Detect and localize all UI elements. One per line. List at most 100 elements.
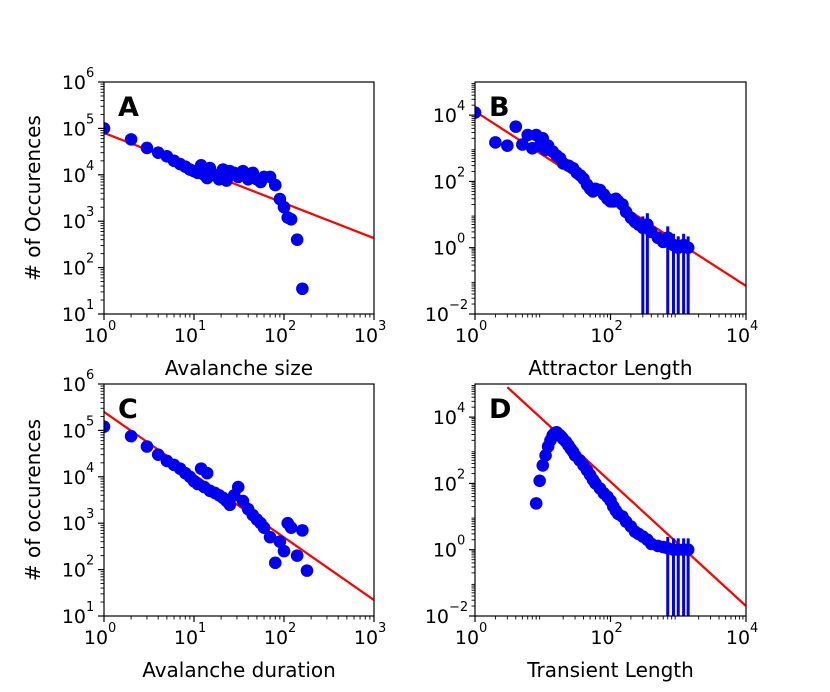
- x-tick-label: 10: [264, 325, 288, 347]
- x-axis-label: Transient Length: [526, 658, 694, 682]
- data-point: [475, 106, 482, 119]
- fit-line: [104, 411, 374, 602]
- y-tick-label: 10: [433, 407, 457, 429]
- x-tick-exponent: 1: [198, 319, 206, 334]
- data-point: [104, 420, 111, 434]
- data-point: [296, 282, 309, 296]
- y-axis-label: # of occurences: [21, 419, 45, 581]
- plot-area: [475, 106, 746, 314]
- x-tick-exponent: 3: [378, 319, 386, 334]
- data-point: [536, 459, 550, 472]
- y-tick-exponent: 4: [86, 461, 94, 476]
- axes-frame: [103, 81, 375, 315]
- plot-area: [104, 411, 374, 602]
- x-tick-exponent: 2: [288, 319, 296, 334]
- y-axis-label: # of Occurences: [21, 115, 45, 281]
- data-point: [284, 212, 298, 226]
- data-point: [273, 535, 287, 548]
- data-point: [220, 174, 233, 187]
- y-tick-exponent: 0: [457, 534, 465, 549]
- y-tick-exponent: 4: [457, 401, 465, 416]
- x-tick-exponent: 0: [108, 621, 116, 636]
- y-tick-label: 10: [62, 513, 86, 535]
- y-tick-label: 10: [425, 606, 449, 628]
- y-tick-exponent: 1: [86, 600, 94, 615]
- data-point: [200, 466, 214, 480]
- x-tick-exponent: 4: [750, 621, 758, 636]
- data-point: [140, 141, 154, 155]
- y-tick-label: 10: [433, 171, 457, 193]
- panel-letter: C: [118, 394, 138, 425]
- data-point: [516, 138, 529, 151]
- y-tick-exponent: 3: [86, 205, 94, 220]
- x-tick-exponent: 3: [378, 621, 386, 636]
- data-point: [501, 139, 514, 152]
- y-tick-label: 10: [62, 374, 86, 396]
- y-tick-exponent: 4: [86, 159, 94, 174]
- x-tick-label: 10: [590, 325, 614, 347]
- data-point: [268, 556, 282, 570]
- panel-letter: A: [118, 92, 139, 123]
- y-tick-label: 10: [62, 606, 86, 628]
- y-tick-exponent: −2: [449, 600, 468, 615]
- y-tick-label: 10: [62, 165, 86, 187]
- data-point: [529, 497, 543, 510]
- x-tick-label: 10: [84, 627, 108, 649]
- data-point: [277, 200, 291, 214]
- data-point: [124, 133, 138, 146]
- data-point: [277, 544, 291, 558]
- fit-line: [506, 386, 746, 607]
- panel-a: 10 0 10 1 10 2 10 310 110 210 310 410 510 6AAvalanche…: [21, 66, 386, 380]
- x-tick-exponent: 2: [615, 319, 623, 334]
- data-point: [257, 521, 271, 534]
- y-tick-label: 10: [62, 258, 86, 280]
- y-tick-exponent: 6: [86, 368, 94, 383]
- y-tick-label: 10: [62, 304, 86, 326]
- x-tick-label: 10: [264, 627, 288, 649]
- data-point: [681, 543, 695, 557]
- y-tick-exponent: 4: [457, 99, 465, 114]
- data-point: [489, 136, 502, 149]
- x-tick-label: 10: [174, 325, 198, 347]
- x-tick-exponent: 2: [288, 621, 296, 636]
- x-tick-label: 10: [174, 627, 198, 649]
- data-point: [124, 429, 138, 443]
- x-tick-label: 10: [455, 627, 479, 649]
- x-tick-label: 10: [455, 325, 479, 347]
- x-axis-label: Avalanche duration: [142, 658, 336, 682]
- data-point: [104, 122, 111, 135]
- y-tick-label: 10: [433, 105, 457, 127]
- data-point: [290, 549, 304, 562]
- x-tick-exponent: 1: [198, 621, 206, 636]
- y-tick-exponent: 5: [86, 414, 94, 429]
- x-axis-label: Attractor Length: [528, 356, 692, 380]
- data-point: [533, 474, 546, 488]
- y-tick-exponent: −2: [449, 298, 468, 313]
- data-point: [284, 521, 298, 534]
- y-tick-label: 10: [433, 540, 457, 562]
- y-tick-label: 10: [62, 72, 86, 94]
- y-tick-label: 10: [433, 238, 457, 260]
- data-point: [681, 241, 695, 255]
- y-tick-label: 10: [62, 211, 86, 233]
- data-point: [300, 564, 314, 577]
- x-tick-label: 10: [726, 325, 750, 347]
- plot-area: [506, 386, 746, 616]
- panel-letter: D: [489, 394, 511, 425]
- x-tick-exponent: 2: [615, 621, 623, 636]
- x-tick-exponent: 0: [108, 319, 116, 334]
- y-tick-exponent: 2: [457, 467, 465, 482]
- data-point: [290, 233, 304, 246]
- x-tick-label: 10: [354, 325, 378, 347]
- y-tick-exponent: 2: [86, 554, 94, 569]
- y-tick-label: 10: [62, 560, 86, 582]
- y-tick-exponent: 6: [86, 66, 94, 81]
- data-point: [223, 498, 237, 512]
- data-point: [231, 480, 245, 494]
- data-point: [509, 120, 523, 133]
- x-tick-label: 10: [354, 627, 378, 649]
- data-point: [151, 448, 165, 461]
